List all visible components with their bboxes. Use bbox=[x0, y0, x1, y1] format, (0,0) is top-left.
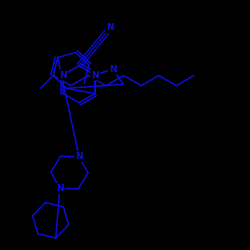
Text: N: N bbox=[106, 24, 114, 32]
Text: N: N bbox=[56, 184, 64, 193]
Text: N: N bbox=[59, 70, 67, 80]
Text: N: N bbox=[91, 70, 99, 80]
Text: N: N bbox=[109, 65, 116, 74]
Text: N: N bbox=[75, 152, 83, 161]
